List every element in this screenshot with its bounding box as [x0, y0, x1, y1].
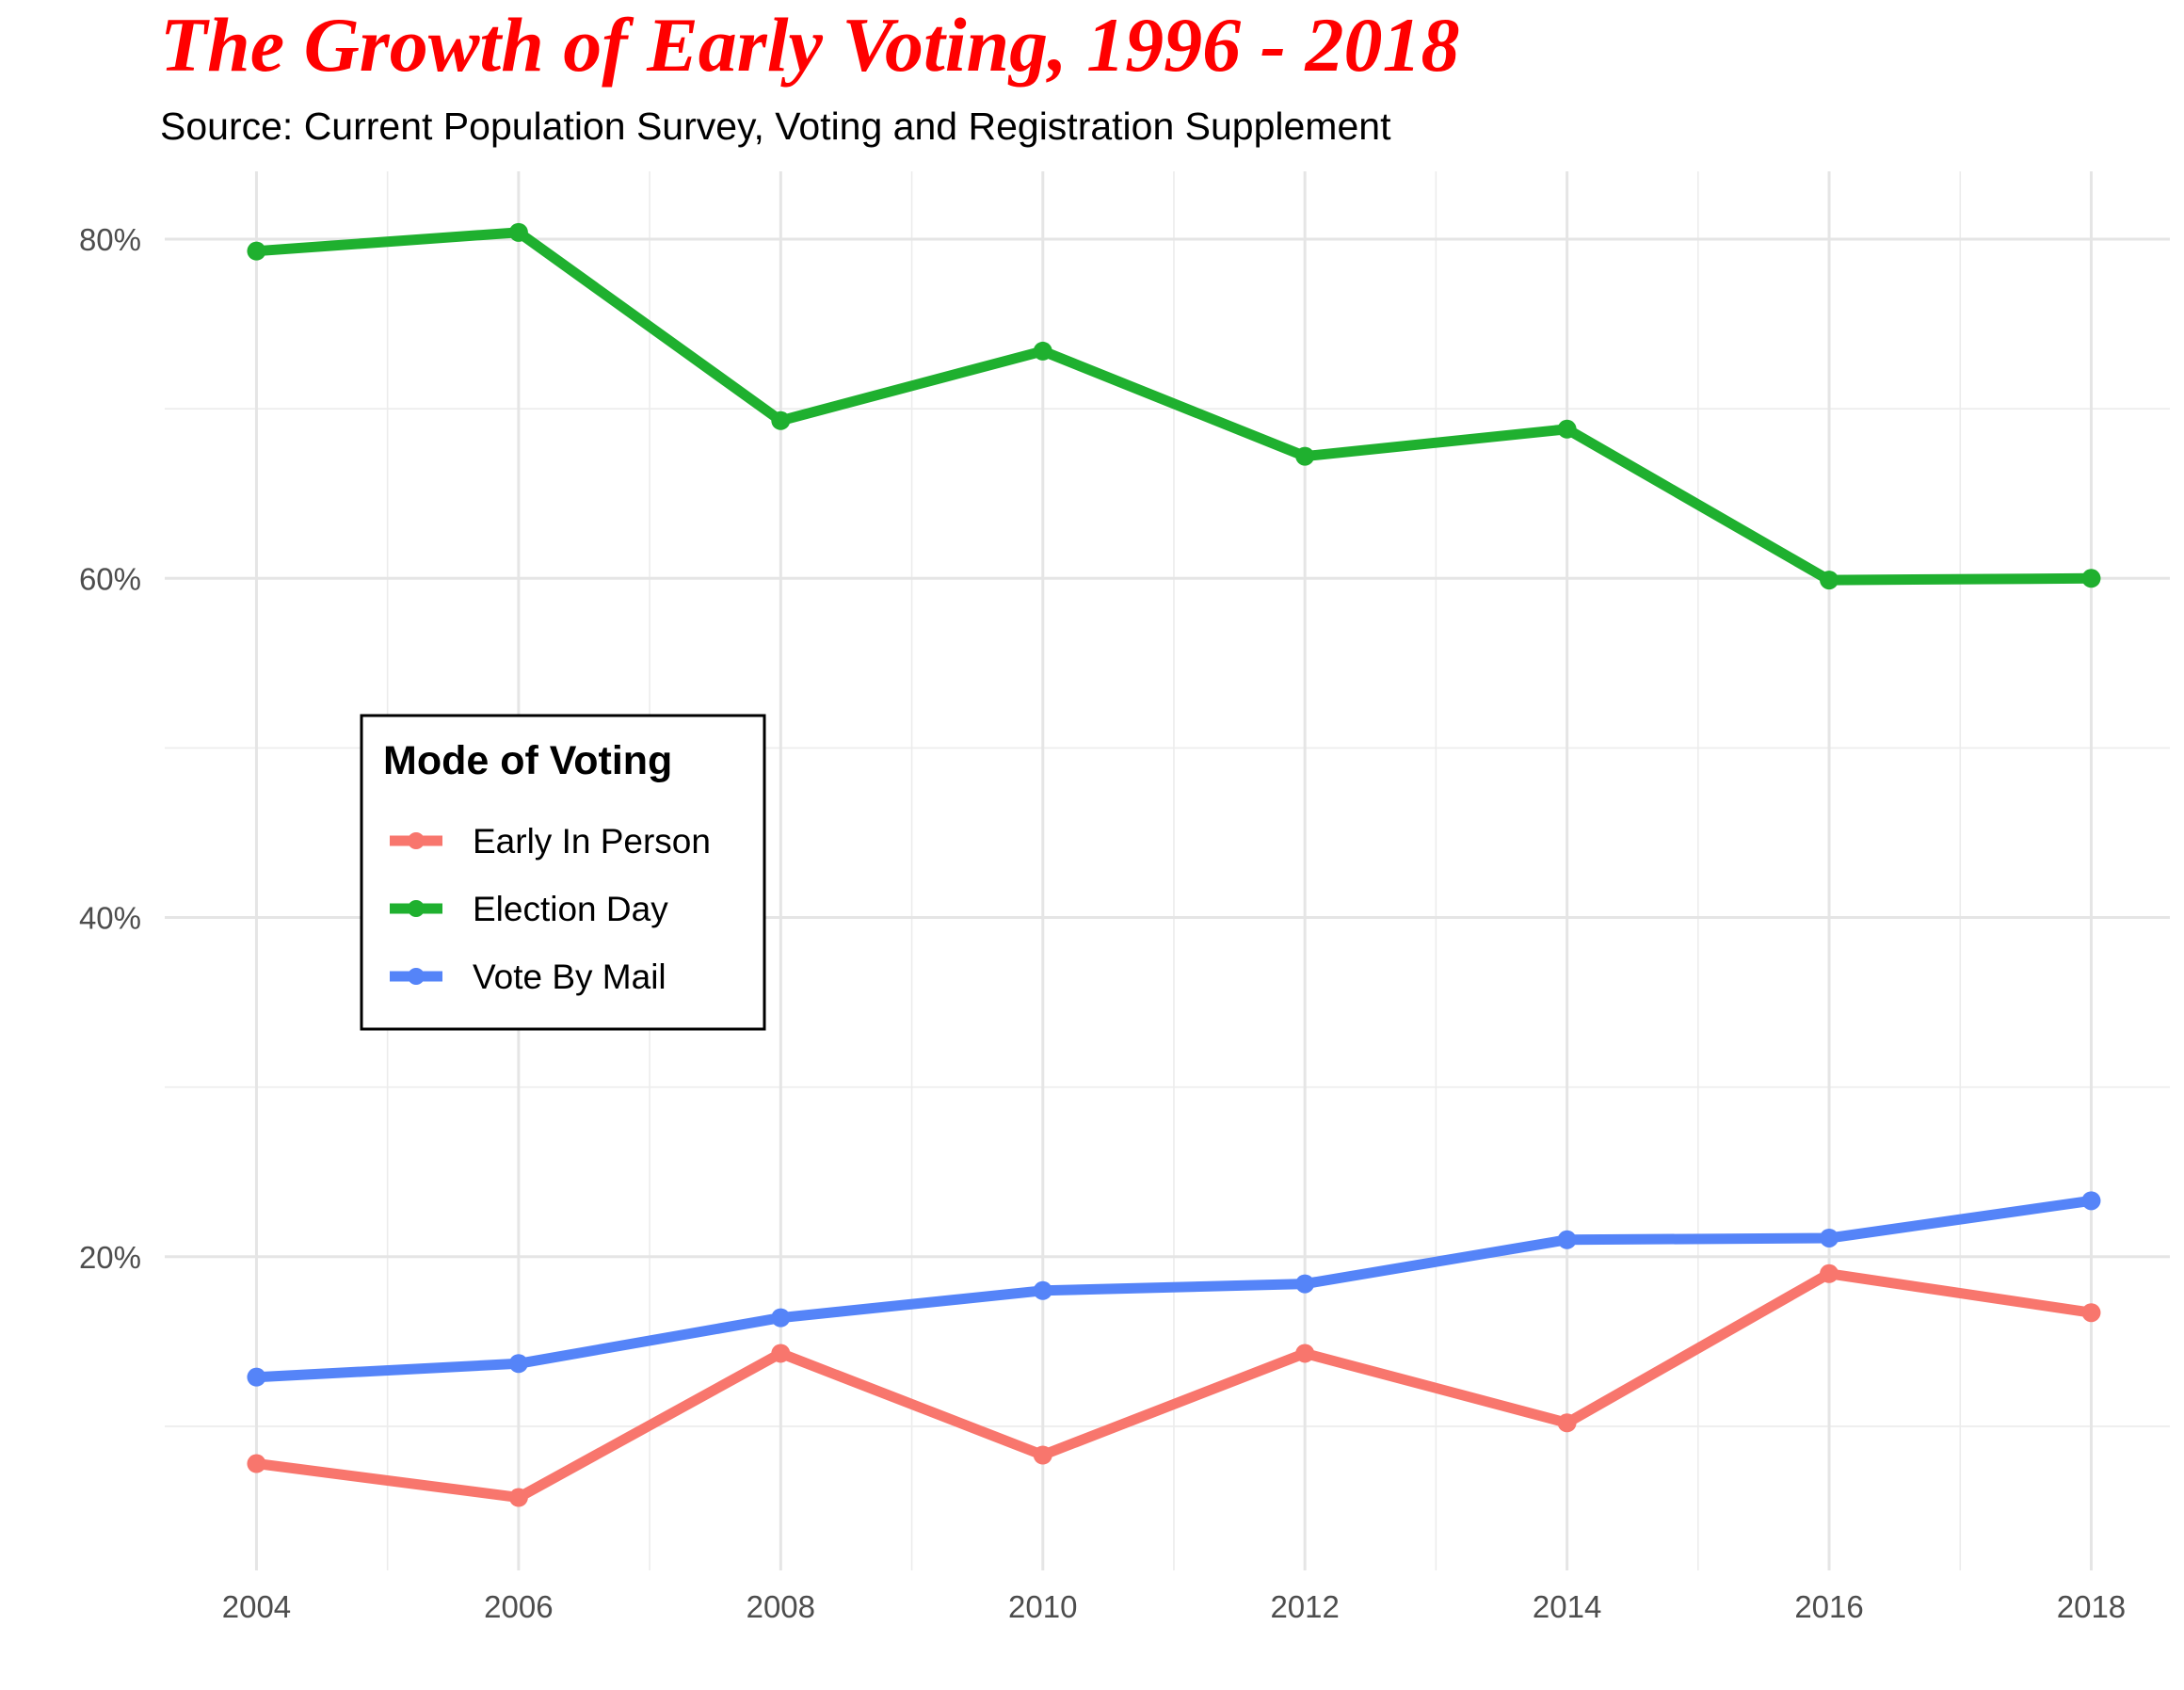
axes: 20% 40% 60% 80% 2004 2006 2008 2010 2012 2014 2016…	[79, 222, 2126, 1624]
y-tick-label: 80%	[79, 222, 141, 257]
legend-item-election-day: Election Day	[390, 890, 668, 928]
data-point-early-in-person	[1033, 1445, 1052, 1465]
x-tick-label: 2016	[1794, 1589, 1863, 1624]
series-line-vote-by-mail	[251, 1195, 2096, 1383]
data-point-early-in-person	[1557, 1413, 1577, 1433]
data-point-early-in-person	[1295, 1344, 1315, 1363]
data-point-vote-by-mail	[1295, 1274, 1315, 1294]
data-point-vote-by-mail	[1557, 1230, 1577, 1249]
data-point-election-day	[1033, 341, 1052, 361]
legend-swatch-point	[408, 900, 425, 917]
data-point-election-day	[247, 241, 266, 261]
data-point-vote-by-mail	[247, 1367, 266, 1387]
legend-label: Election Day	[473, 890, 668, 928]
data-point-election-day	[1557, 419, 1577, 439]
data-point-election-day	[508, 222, 528, 242]
data-point-early-in-person	[771, 1344, 791, 1363]
data-point-vote-by-mail	[508, 1354, 528, 1374]
series-lines	[247, 222, 2101, 1507]
data-point-early-in-person	[1820, 1263, 1839, 1283]
x-tick-label: 2012	[1270, 1589, 1339, 1624]
legend-item-vote-by-mail: Vote By Mail	[390, 958, 666, 996]
y-tick-label: 20%	[79, 1240, 141, 1275]
data-point-vote-by-mail	[1033, 1280, 1052, 1300]
legend-label: Vote By Mail	[473, 958, 666, 996]
x-tick-label: 2006	[484, 1589, 553, 1624]
series-early-in-person	[247, 1263, 2101, 1507]
legend-title: Mode of Voting	[383, 738, 672, 783]
x-tick-label: 2018	[2057, 1589, 2126, 1624]
series-line-early-in-person	[251, 1268, 2096, 1503]
x-tick-label: 2004	[222, 1589, 291, 1624]
data-point-election-day	[1295, 446, 1315, 466]
data-point-vote-by-mail	[2081, 1191, 2101, 1211]
x-tick-label: 2008	[747, 1589, 815, 1624]
data-point-early-in-person	[247, 1454, 266, 1473]
legend-entries: Early In Person Election Day Vote By Mail	[390, 822, 711, 996]
series-vote-by-mail	[247, 1191, 2101, 1387]
legend-swatch-point	[408, 968, 425, 985]
legend-item-early-in-person: Early In Person	[390, 822, 711, 861]
y-tick-label: 40%	[79, 901, 141, 936]
chart-title: The Growth of Early Voting, 1996 - 2018	[160, 2, 1459, 88]
data-point-election-day	[1820, 571, 1839, 590]
data-point-vote-by-mail	[771, 1308, 791, 1328]
legend-swatch-point	[408, 832, 425, 849]
y-tick-label: 60%	[79, 561, 141, 596]
series-line-election-day	[251, 227, 2096, 586]
legend-label: Early In Person	[473, 822, 711, 861]
data-point-election-day	[771, 410, 791, 430]
data-point-early-in-person	[508, 1488, 528, 1507]
x-tick-label: 2010	[1008, 1589, 1077, 1624]
chart-subtitle: Source: Current Population Survey, Votin…	[160, 105, 1391, 148]
data-point-election-day	[2081, 569, 2101, 588]
legend: Mode of Voting Early In Person Election D…	[360, 714, 766, 1031]
data-point-vote-by-mail	[1820, 1228, 1839, 1247]
x-tick-label: 2014	[1533, 1589, 1601, 1624]
series-election-day	[247, 222, 2101, 590]
data-point-early-in-person	[2081, 1303, 2101, 1323]
